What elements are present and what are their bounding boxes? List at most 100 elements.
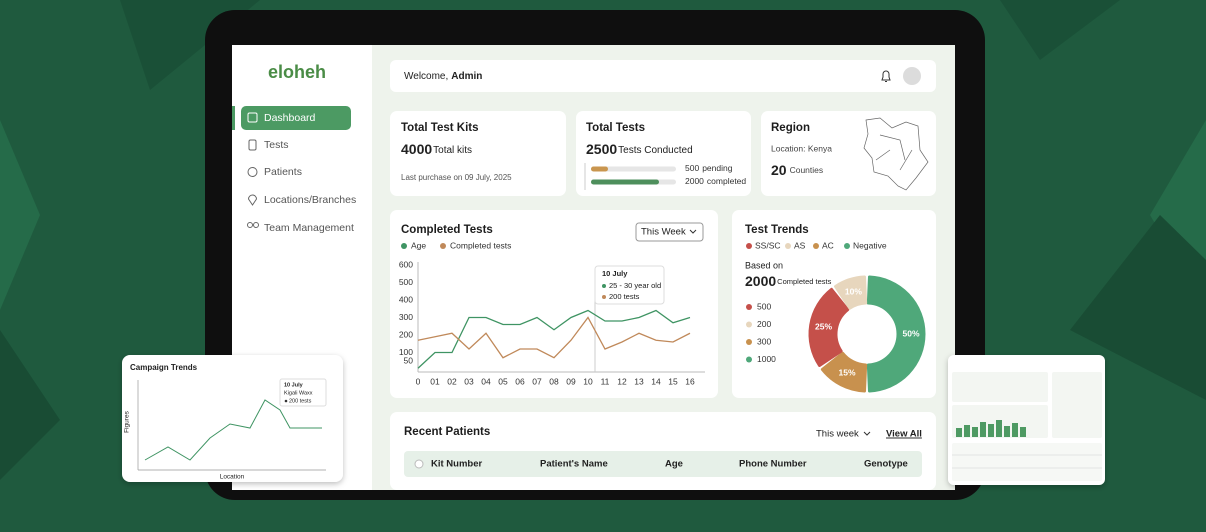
x-tick-label: 15 xyxy=(668,376,678,386)
checkbox[interactable] xyxy=(414,459,424,469)
dropdown[interactable] xyxy=(635,222,704,242)
x-tick-label: 14 xyxy=(651,376,661,386)
x-tick-label: 08 xyxy=(549,376,559,386)
unit: Counties xyxy=(790,165,824,175)
logo: eloheh xyxy=(268,62,326,82)
tooltip-dot xyxy=(284,399,288,403)
subtitle: Based on xyxy=(745,260,783,270)
column-header: Genotype xyxy=(864,459,908,470)
column-header: Age xyxy=(665,459,683,470)
view-all-link[interactable]: View All xyxy=(886,429,922,440)
legend-swatch xyxy=(401,243,407,249)
count-swatch xyxy=(746,321,752,328)
bar-text: completed xyxy=(707,176,746,186)
bell-icon[interactable] xyxy=(881,70,891,82)
count-label: 500 xyxy=(757,301,771,311)
bar-fill xyxy=(591,166,608,172)
progress-bars: 500 pending 2000 completed xyxy=(591,163,746,186)
tooltip-line: 10 July xyxy=(284,382,304,388)
filter[interactable]: This week xyxy=(816,429,859,440)
chart-title: Test Trends xyxy=(745,224,809,236)
unit: Tests Conducted xyxy=(618,145,693,156)
greeting: Welcome, Admin xyxy=(404,71,482,82)
total-label: Completed tests xyxy=(777,277,831,286)
mini-line xyxy=(144,399,322,461)
chart-title: Completed Tests xyxy=(401,224,493,236)
column-header: Phone Number xyxy=(739,459,807,470)
count-label: 1000 xyxy=(757,354,776,364)
count-swatch xyxy=(746,356,752,363)
user-name: Admin xyxy=(451,71,482,82)
legend-swatch xyxy=(844,243,850,249)
icon xyxy=(253,222,259,228)
tooltip-title: 10 July xyxy=(602,269,628,278)
x-tick-label: 02 xyxy=(447,376,457,386)
section-title: Recent Patients xyxy=(404,426,490,438)
icon xyxy=(248,139,257,151)
legend-label: Negative xyxy=(853,240,887,250)
y-tick-label: 600 xyxy=(399,259,413,269)
segment-label: 25% xyxy=(815,321,832,331)
legend-label: Age xyxy=(411,240,426,250)
unit: Total kits xyxy=(433,145,472,156)
bar-count: 500 xyxy=(685,163,699,173)
segment-label: 10% xyxy=(845,286,862,296)
bar-label: 2000 completed xyxy=(685,176,746,186)
card xyxy=(390,111,566,196)
nav-active[interactable] xyxy=(241,106,351,130)
count-label: 200 xyxy=(757,319,771,329)
legend-label: AC xyxy=(822,240,834,250)
card-title: Total Test Kits xyxy=(401,122,479,134)
location: Location: Kenya xyxy=(771,143,832,153)
bar-fill xyxy=(591,179,659,185)
tooltip-line: 200 tests xyxy=(289,398,312,404)
donut-segment xyxy=(808,287,850,367)
card-title: Region xyxy=(771,122,810,134)
y-tick-label: 400 xyxy=(399,294,413,304)
x-tick-label: 05 xyxy=(498,376,508,386)
icon xyxy=(247,194,258,206)
y-tick-label: 300 xyxy=(399,312,413,322)
segment-label: 50% xyxy=(902,328,919,338)
avatar[interactable] xyxy=(903,67,921,85)
icon xyxy=(247,222,253,228)
legend-label: AS xyxy=(794,240,806,250)
mini-table xyxy=(952,443,1102,481)
line-series xyxy=(417,316,691,359)
y-tick-label: 500 xyxy=(399,277,413,287)
mini-bars xyxy=(956,420,1026,437)
legend-label: SS/SC xyxy=(755,240,781,250)
line-card xyxy=(390,210,718,398)
tooltip-line: Kigali Waxx xyxy=(284,390,313,396)
donut-segment xyxy=(866,275,926,393)
nav-item[interactable]: Tests xyxy=(264,139,289,151)
bar-text: pending xyxy=(702,163,733,173)
nav-item[interactable]: Patients xyxy=(264,166,302,178)
donut-segment xyxy=(820,351,868,393)
mini-block xyxy=(1052,372,1102,438)
tooltip-line: 25 - 30 year old xyxy=(609,281,661,290)
bar-count: 2000 xyxy=(685,176,704,186)
x-tick-label: 0 xyxy=(416,376,421,386)
nav-item[interactable]: Dashboard xyxy=(264,112,316,124)
nav-item[interactable]: Locations/Branches xyxy=(264,194,356,206)
y-tick-label: 50 xyxy=(404,356,414,366)
x-tick-label: 01 xyxy=(430,376,440,386)
campaign-title: Campaign Trends xyxy=(130,363,198,372)
campaign-card xyxy=(122,355,343,482)
value: 2500 xyxy=(586,141,617,157)
mini-block xyxy=(952,372,1048,402)
y-tick-label: 200 xyxy=(399,329,413,339)
bar-label: 500 pending xyxy=(685,163,733,173)
chevron xyxy=(1000,0,1120,60)
x-tick-label: 12 xyxy=(617,376,627,386)
nav-item[interactable]: Team Management xyxy=(264,222,354,234)
tooltip xyxy=(279,378,327,407)
x-tick-label: 13 xyxy=(634,376,644,386)
donut-chart: 50% 15% 25% 10% SS/SC 500 AS 200 AC 300 Negative 10… xyxy=(746,240,926,393)
chevron-icon xyxy=(863,431,871,436)
donut-segment xyxy=(834,275,868,310)
x-tick-label: 04 xyxy=(481,376,491,386)
total-value: 2000 xyxy=(745,273,776,289)
